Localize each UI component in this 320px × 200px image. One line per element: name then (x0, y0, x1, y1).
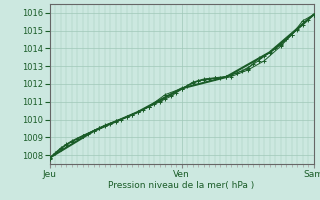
X-axis label: Pression niveau de la mer( hPa ): Pression niveau de la mer( hPa ) (108, 181, 255, 190)
